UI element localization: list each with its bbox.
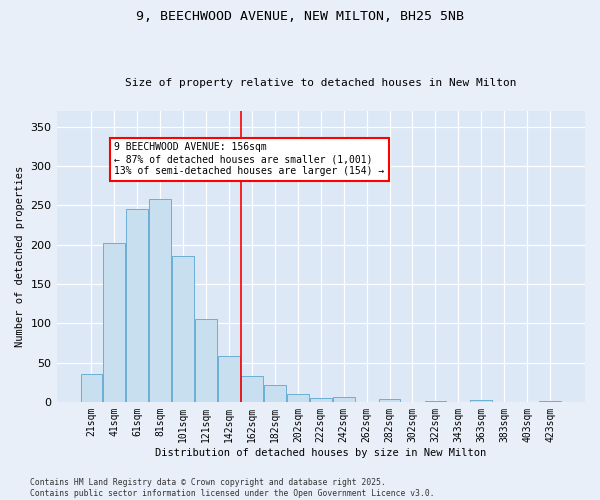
Y-axis label: Number of detached properties: Number of detached properties — [15, 166, 25, 347]
X-axis label: Distribution of detached houses by size in New Milton: Distribution of detached houses by size … — [155, 448, 487, 458]
Bar — [127, 210, 148, 402]
Bar — [149, 199, 171, 402]
Bar — [218, 356, 240, 402]
Bar — [539, 401, 561, 402]
Bar — [103, 243, 125, 402]
Bar — [470, 400, 492, 402]
Text: Contains HM Land Registry data © Crown copyright and database right 2025.
Contai: Contains HM Land Registry data © Crown c… — [30, 478, 434, 498]
Bar — [264, 384, 286, 402]
Bar — [195, 318, 217, 402]
Bar — [379, 400, 400, 402]
Bar — [310, 398, 332, 402]
Text: 9 BEECHWOOD AVENUE: 156sqm
← 87% of detached houses are smaller (1,001)
13% of s: 9 BEECHWOOD AVENUE: 156sqm ← 87% of deta… — [115, 142, 385, 176]
Bar — [333, 397, 355, 402]
Bar — [241, 376, 263, 402]
Text: 9, BEECHWOOD AVENUE, NEW MILTON, BH25 5NB: 9, BEECHWOOD AVENUE, NEW MILTON, BH25 5N… — [136, 10, 464, 23]
Bar — [80, 374, 103, 402]
Bar — [425, 401, 446, 402]
Title: Size of property relative to detached houses in New Milton: Size of property relative to detached ho… — [125, 78, 517, 88]
Bar — [172, 256, 194, 402]
Bar — [287, 394, 309, 402]
